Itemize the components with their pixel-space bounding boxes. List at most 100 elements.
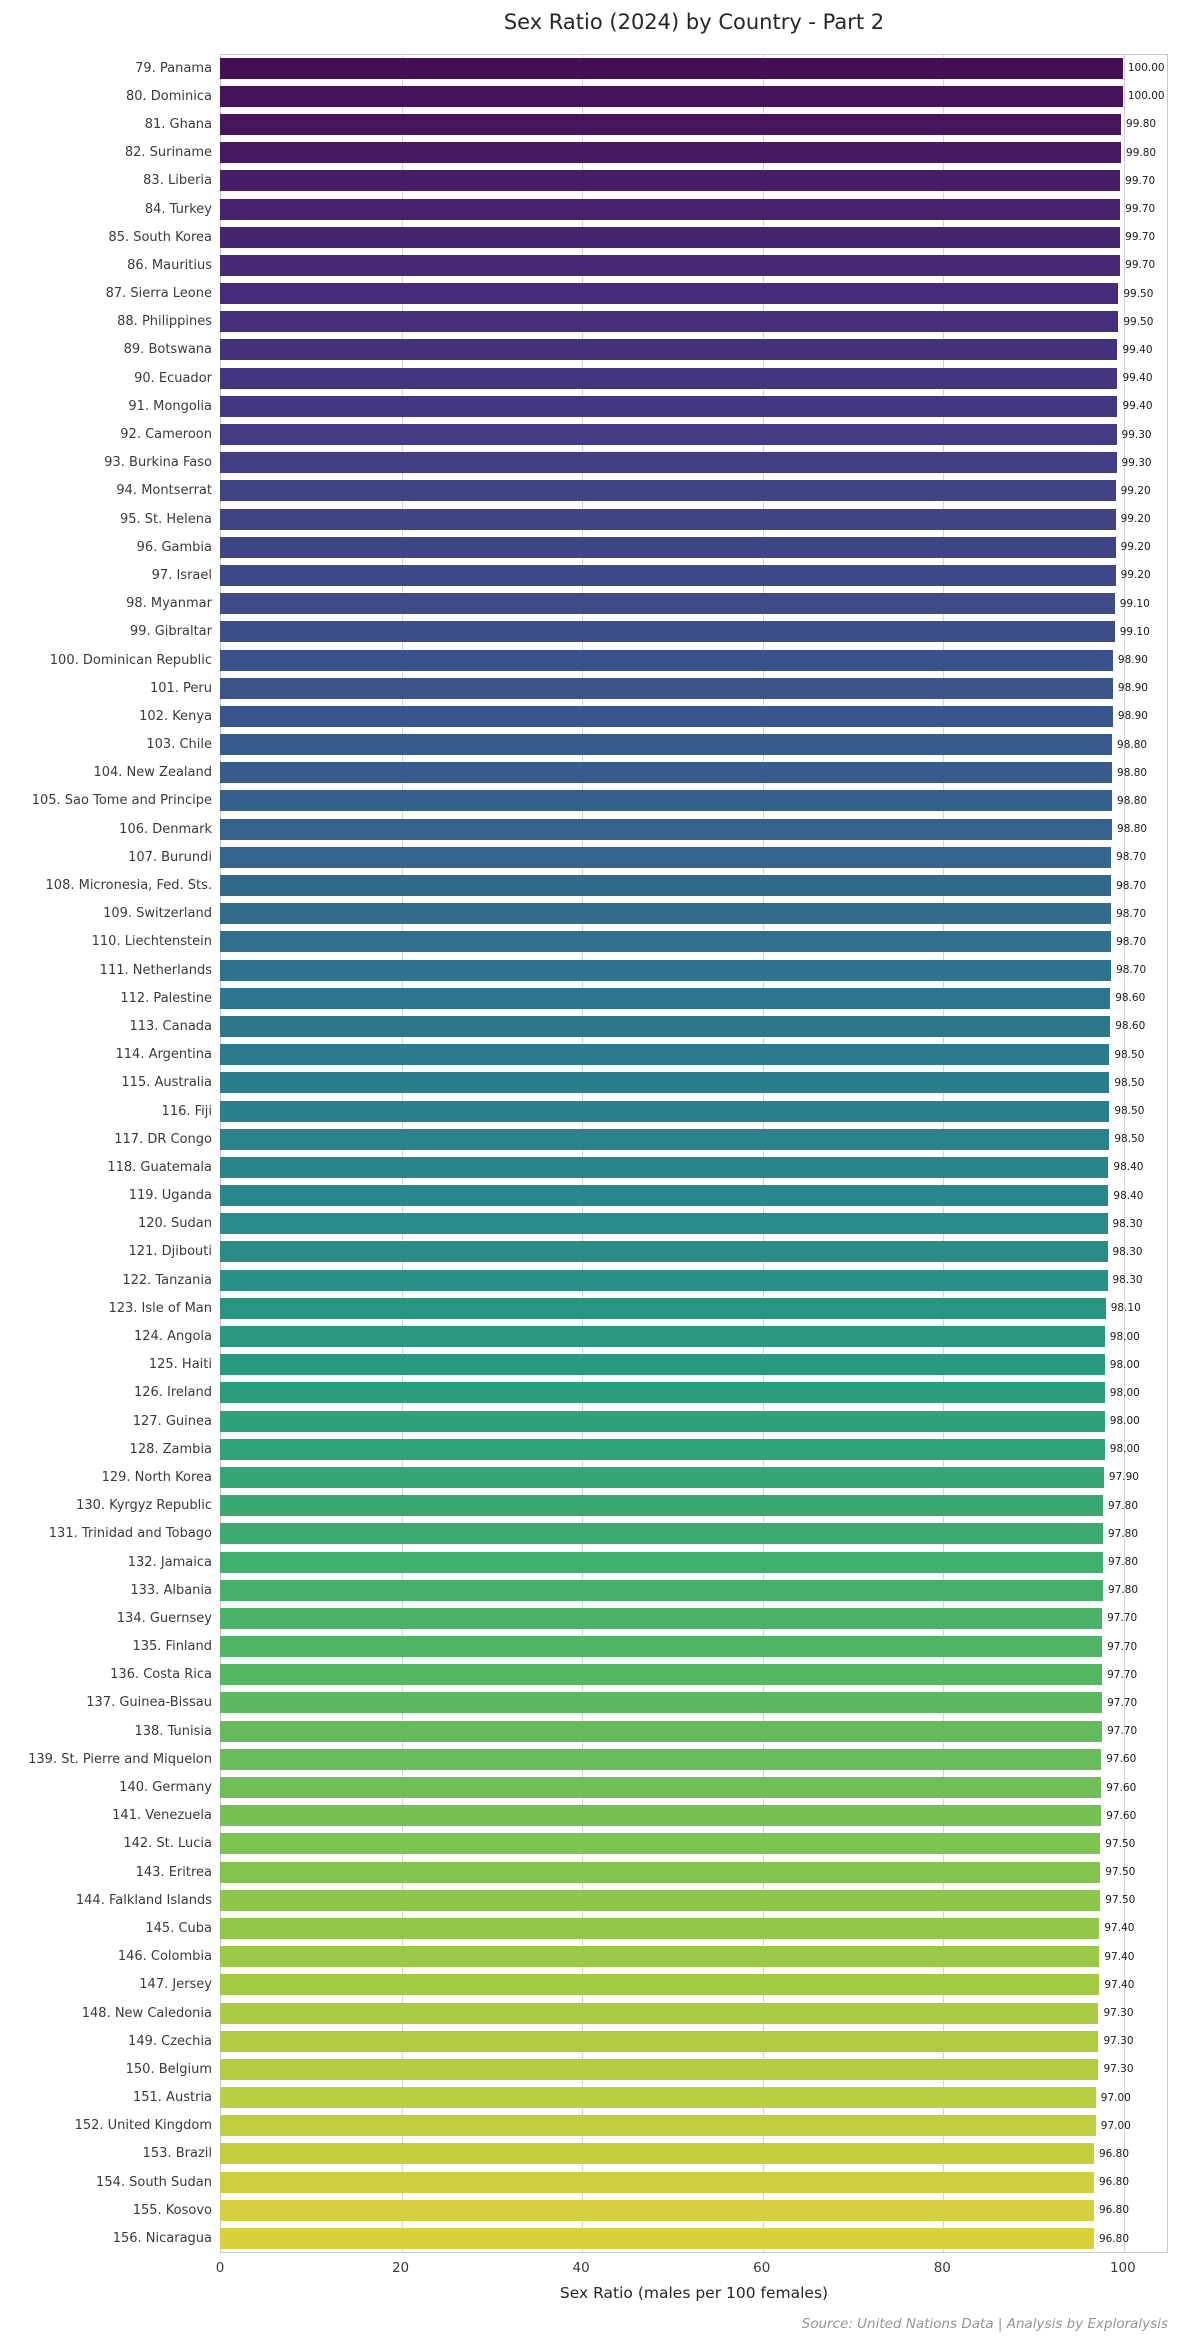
bar (220, 1579, 1103, 1601)
country-label: 143. Eritrea (135, 1864, 212, 1880)
bar-row: 155. Kosovo 96.80 (0, 2196, 1168, 2224)
x-tick-label: 40 (572, 2260, 590, 2276)
bar-value-label: 97.70 (1107, 1612, 1138, 1625)
country-label: 101. Peru (149, 680, 212, 696)
bar-value-label: 98.60 (1115, 992, 1146, 1005)
bar-row: 143. Eritrea 97.50 (0, 1858, 1168, 1886)
bar-row: 149. Czechia 97.30 (0, 2027, 1168, 2055)
bar-row: 112. Palestine 98.60 (0, 984, 1168, 1012)
bar-row: 129. North Korea 97.90 (0, 1463, 1168, 1491)
bar (220, 1410, 1105, 1432)
bar (220, 1777, 1102, 1799)
bar-track: 98.50 (220, 1044, 1168, 1066)
bar (220, 987, 1111, 1009)
bar-row: 108. Micronesia, Fed. Sts. 98.70 (0, 871, 1168, 899)
bar-value-label: 97.30 (1103, 2035, 1134, 2048)
bar (220, 2002, 1099, 2024)
bar (220, 903, 1112, 925)
country-label: 113. Canada (129, 1018, 212, 1034)
bar-row: 139. St. Pierre and Miquelon 97.60 (0, 1745, 1168, 1773)
country-label: 135. Finland (132, 1639, 212, 1655)
country-label: 132. Jamaica (127, 1554, 212, 1570)
bar-value-label: 98.00 (1109, 1443, 1140, 1456)
country-label: 83. Liberia (143, 173, 212, 189)
bar (220, 1607, 1103, 1629)
bar-row: 121. Djibouti 98.30 (0, 1238, 1168, 1266)
bar-track: 97.30 (220, 2058, 1168, 2080)
bar (220, 283, 1119, 305)
bar-track: 99.10 (220, 621, 1168, 643)
bar-track: 99.80 (220, 113, 1168, 135)
bar-track: 97.40 (220, 1946, 1168, 1968)
bar-track: 98.90 (220, 649, 1168, 671)
bar-row: 146. Colombia 97.40 (0, 1943, 1168, 1971)
country-label: 137. Guinea-Bissau (86, 1695, 212, 1711)
bar-track: 99.20 (220, 564, 1168, 586)
bar-row: 115. Australia 98.50 (0, 1069, 1168, 1097)
bar-row: 79. Panama 100.00 (0, 54, 1168, 82)
bar (220, 367, 1118, 389)
bar-value-label: 99.20 (1120, 541, 1151, 554)
bar-row: 95. St. Helena 99.20 (0, 505, 1168, 533)
bar-value-label: 99.30 (1121, 456, 1152, 469)
bar-value-label: 98.40 (1113, 1161, 1144, 1174)
bar-row: 96. Gambia 99.20 (0, 533, 1168, 561)
country-label: 118. Guatemala (107, 1159, 212, 1175)
bar-value-label: 100.00 (1127, 90, 1165, 103)
bar-value-label: 100.00 (1127, 62, 1165, 75)
bar-value-label: 96.80 (1098, 2147, 1130, 2160)
bar-value-label: 97.90 (1108, 1471, 1139, 1484)
bar (220, 931, 1112, 953)
bar-track: 99.20 (220, 536, 1168, 558)
country-label: 127. Guinea (132, 1413, 212, 1429)
country-label: 80. Dominica (125, 88, 212, 104)
bar-track: 98.00 (220, 1438, 1168, 1460)
bar (220, 1128, 1110, 1150)
country-label: 122. Tanzania (122, 1272, 212, 1288)
bar (220, 395, 1118, 417)
bar-track: 99.50 (220, 311, 1168, 333)
bar-value-label: 99.70 (1125, 231, 1156, 244)
country-label: 85. South Korea (108, 229, 212, 245)
bar-value-label: 97.50 (1105, 1894, 1136, 1907)
country-label: 108. Micronesia, Fed. Sts. (45, 878, 212, 894)
bar-row: 133. Albania 97.80 (0, 1576, 1168, 1604)
bar-track: 98.00 (220, 1354, 1168, 1376)
bar (220, 311, 1119, 333)
country-label: 114. Argentina (115, 1047, 213, 1063)
bar-track: 97.50 (220, 1833, 1168, 1855)
bar (220, 508, 1116, 530)
country-label: 136. Costa Rica (110, 1667, 212, 1683)
bar (220, 1664, 1103, 1686)
bar-value-label: 99.70 (1125, 174, 1156, 187)
bar-row: 100. Dominican Republic 98.90 (0, 646, 1168, 674)
bar-row: 128. Zambia 98.00 (0, 1435, 1168, 1463)
bar-value-label: 98.70 (1116, 879, 1147, 892)
bar (220, 649, 1113, 671)
country-label: 100. Dominican Republic (49, 652, 212, 668)
bar-value-label: 97.50 (1105, 1866, 1136, 1879)
bar-row: 127. Guinea 98.00 (0, 1407, 1168, 1435)
country-label: 146. Colombia (117, 1949, 212, 1965)
bar (220, 1523, 1103, 1545)
bar (220, 480, 1116, 502)
x-tick-label: 0 (215, 2260, 225, 2276)
gridline (943, 55, 945, 2252)
x-tick-label: 60 (753, 2260, 771, 2276)
bar (220, 2199, 1094, 2221)
bar (220, 226, 1121, 248)
bar-track: 96.80 (220, 2228, 1168, 2250)
bar (220, 452, 1117, 474)
plot-area (220, 54, 1168, 2253)
country-label: 153. Brazil (142, 2146, 212, 2162)
country-label: 111. Netherlands (99, 962, 212, 978)
bar-track: 98.70 (220, 846, 1168, 868)
bar-row: 132. Jamaica 97.80 (0, 1548, 1168, 1576)
bar-row: 152. United Kingdom 97.00 (0, 2112, 1168, 2140)
bar-track: 100.00 (220, 85, 1168, 107)
bar-value-label: 99.10 (1119, 597, 1150, 610)
bar (220, 734, 1113, 756)
bar-row: 117. DR Congo 98.50 (0, 1125, 1168, 1153)
bar-value-label: 98.80 (1117, 794, 1148, 807)
bar-row: 140. Germany 97.60 (0, 1773, 1168, 1801)
